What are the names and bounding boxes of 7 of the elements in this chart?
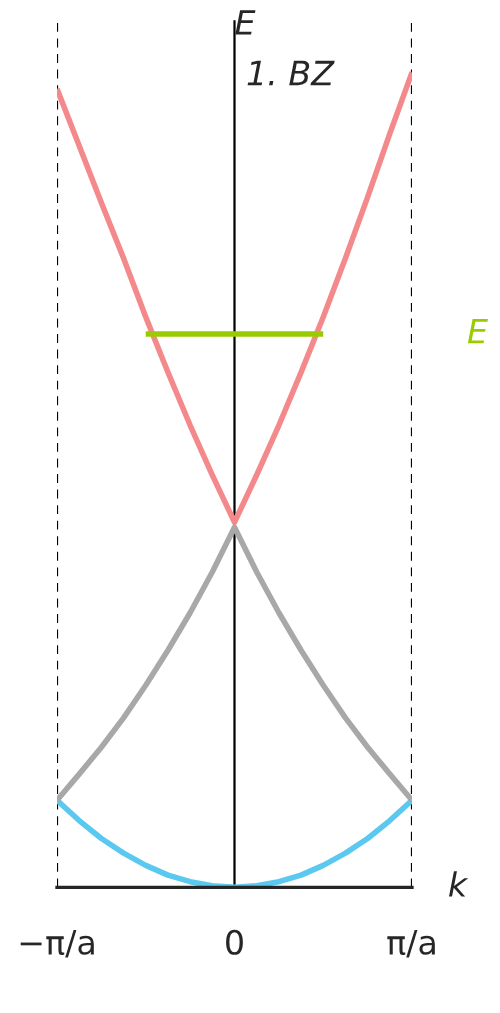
x-axis-title: k — [449, 871, 469, 897]
annotation: 1. BZ — [247, 60, 335, 86]
x-tick-label: −π/a — [20, 930, 94, 958]
text: E — [467, 318, 488, 344]
y-axis-title: E — [235, 10, 256, 35]
x-tick-label: 0 — [226, 929, 243, 955]
x-tick-label: π/a — [387, 930, 435, 958]
